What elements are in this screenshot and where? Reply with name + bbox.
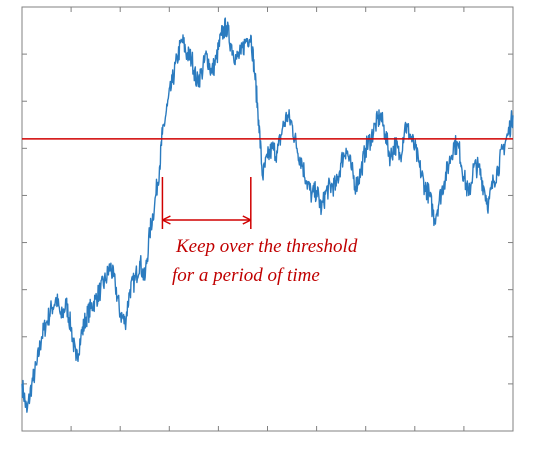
series-line xyxy=(21,17,514,413)
bracket-arrowhead-right-up xyxy=(242,215,252,221)
annotation-line-2: for a period of time xyxy=(172,265,320,286)
plot-frame xyxy=(21,6,514,432)
bracket-arrowhead-left-down xyxy=(162,219,171,225)
axis-ticks xyxy=(22,7,513,431)
annotation-line-1: Keep over the threshold xyxy=(175,236,358,257)
bracket-arrowhead-left-up xyxy=(162,215,171,221)
hold-interval-bracket xyxy=(161,177,252,229)
bracket-arrowhead-right-down xyxy=(242,219,252,225)
